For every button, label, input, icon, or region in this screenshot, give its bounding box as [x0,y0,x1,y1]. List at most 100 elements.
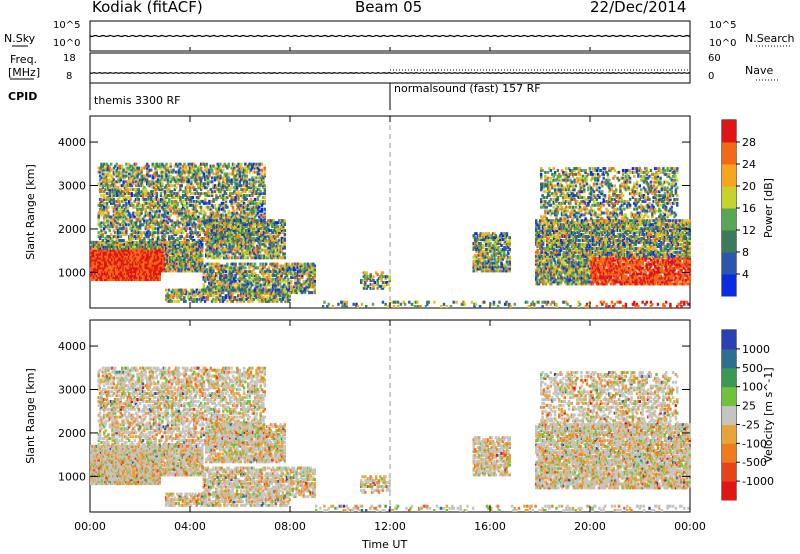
range-cell [169,268,171,271]
range-cell [109,178,111,181]
range-cell [254,198,256,201]
range-cell [255,176,257,179]
range-cell [100,225,102,228]
range-cell [186,190,188,193]
range-cell [237,239,239,242]
range-cell [145,198,147,201]
range-cell [240,184,242,187]
range-cell [284,233,286,236]
range-cell [212,198,214,201]
range-cell [211,190,213,193]
range-cell [206,202,208,205]
range-cell [122,169,124,172]
range-cell [264,184,266,187]
range-cell [179,167,181,170]
range-cell [131,192,133,195]
range-cell [226,263,228,266]
range-cell [160,192,162,195]
range-cell [179,163,181,166]
range-cell [138,198,140,201]
range-cell [217,247,219,250]
range-cell [100,229,102,232]
range-cell [176,202,178,205]
range-cell [228,163,230,166]
range-cell [103,206,105,209]
range-cell [103,163,105,166]
range-cell [116,163,118,166]
range-cell [206,163,208,166]
range-cell [149,231,151,234]
range-cell [158,204,160,207]
range-cell [129,188,131,191]
range-cell [147,165,149,168]
range-cell [248,194,250,197]
range-cell [178,225,180,228]
range-cell [246,194,248,197]
range-cell [214,204,216,207]
range-cell [139,204,141,207]
range-cell [179,196,181,199]
range-cell [175,171,177,174]
range-cell [201,254,203,257]
range-cell [170,206,172,209]
range-cell [277,225,279,228]
range-cell [140,167,142,170]
range-cell [253,223,255,226]
range-cell [228,210,230,213]
range-cell [268,266,270,269]
range-cell [240,163,242,166]
range-cell [228,173,230,176]
range-cell [228,256,230,259]
range-cell [186,206,188,209]
range-cell [182,231,184,234]
range-cell [244,256,246,259]
range-cell [284,252,286,255]
range-cell [258,206,260,209]
range-cell [220,254,222,257]
range-cell [284,256,286,259]
range-cell [223,285,225,288]
range-cell [110,163,112,166]
range-cell [127,188,129,191]
range-cell [125,175,127,178]
range-cell [287,278,289,281]
range-cell [122,180,124,183]
range-cell [224,210,226,213]
range-cell [106,192,108,195]
range-cell [232,206,234,209]
range-cell [138,167,140,170]
range-cell [203,284,205,287]
range-cell [251,256,253,259]
range-cell [207,206,209,209]
range-cell [217,196,219,199]
range-cell [203,173,205,176]
range-cell [181,235,183,238]
range-cell [260,200,262,203]
range-cell [125,227,127,230]
range-cell [182,200,184,203]
range-cell [233,163,235,166]
range-cell [181,212,183,215]
range-cell [248,178,250,181]
range-cell [228,176,230,179]
range-cell [219,167,221,170]
range-cell [132,212,134,215]
range-cell [121,165,123,168]
range-cell [246,256,248,259]
range-cell [284,219,286,222]
range-cell [107,219,109,222]
range-cell [204,182,206,185]
range-cell [165,163,167,166]
range-cell [250,198,252,201]
range-cell [109,229,111,232]
range-cell [129,214,131,217]
range-cell [264,200,266,203]
range-cell [219,163,221,166]
range-cell [264,188,266,191]
range-cell [196,210,198,213]
range-cell [230,178,232,181]
range-cell [181,227,183,230]
range-cell [107,206,109,209]
range-cell [188,178,190,181]
range-cell [106,202,108,205]
